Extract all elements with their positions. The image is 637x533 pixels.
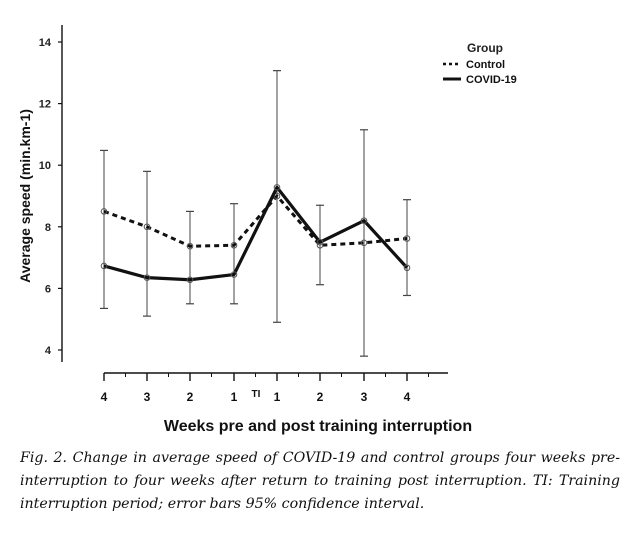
legend-label-covid: COVID-19 — [466, 74, 517, 86]
x-tick-label: 4 — [404, 390, 411, 404]
legend-label-control: Control — [466, 59, 505, 71]
x-tick-label: 3 — [144, 390, 151, 404]
y-tick-label: 10 — [39, 160, 51, 172]
x-tick-label: 2 — [317, 390, 324, 404]
data-point-control — [186, 242, 194, 250]
caption-text: Change in average speed of COVID-19 and … — [20, 450, 621, 512]
legend-title: Group — [467, 41, 503, 55]
data-point-control — [360, 239, 368, 247]
data-point-covid-19 — [230, 271, 238, 278]
data-point-control — [100, 208, 108, 215]
y-axis-title: Average speed (min.km-1) — [17, 109, 33, 283]
y-tick-label: 14 — [39, 37, 52, 49]
x-tick-label: 3 — [361, 390, 368, 404]
y-tick-label: 6 — [45, 283, 51, 295]
data-point-control — [230, 241, 238, 249]
x-tick-label: 1 — [231, 390, 238, 404]
figure-caption: Fig. 2. Change in average speed of COVID… — [20, 447, 620, 516]
x-tick-label: 4 — [101, 390, 108, 404]
x-tick-label: 2 — [187, 390, 194, 404]
data-point-covid-19 — [360, 217, 368, 224]
data-point-covid-19 — [273, 184, 281, 191]
interruption-label: TI — [252, 389, 261, 400]
x-axis-title: Weeks pre and post training interruption — [164, 418, 472, 435]
data-point-covid-19 — [186, 276, 194, 284]
data-point-covid-19 — [403, 264, 411, 272]
data-point-covid-19 — [316, 238, 324, 246]
data-point-control — [403, 235, 411, 242]
data-point-covid-19 — [100, 262, 108, 270]
data-point-covid-19 — [143, 274, 151, 281]
y-tick-label: 4 — [45, 345, 52, 357]
x-tick-label: 1 — [274, 390, 281, 404]
y-tick-label: 12 — [39, 99, 51, 111]
data-point-control — [143, 223, 151, 231]
caption-label: Fig. 2. — [20, 450, 68, 466]
series-line-covid-19 — [103, 185, 409, 282]
y-tick-label: 8 — [45, 222, 51, 234]
